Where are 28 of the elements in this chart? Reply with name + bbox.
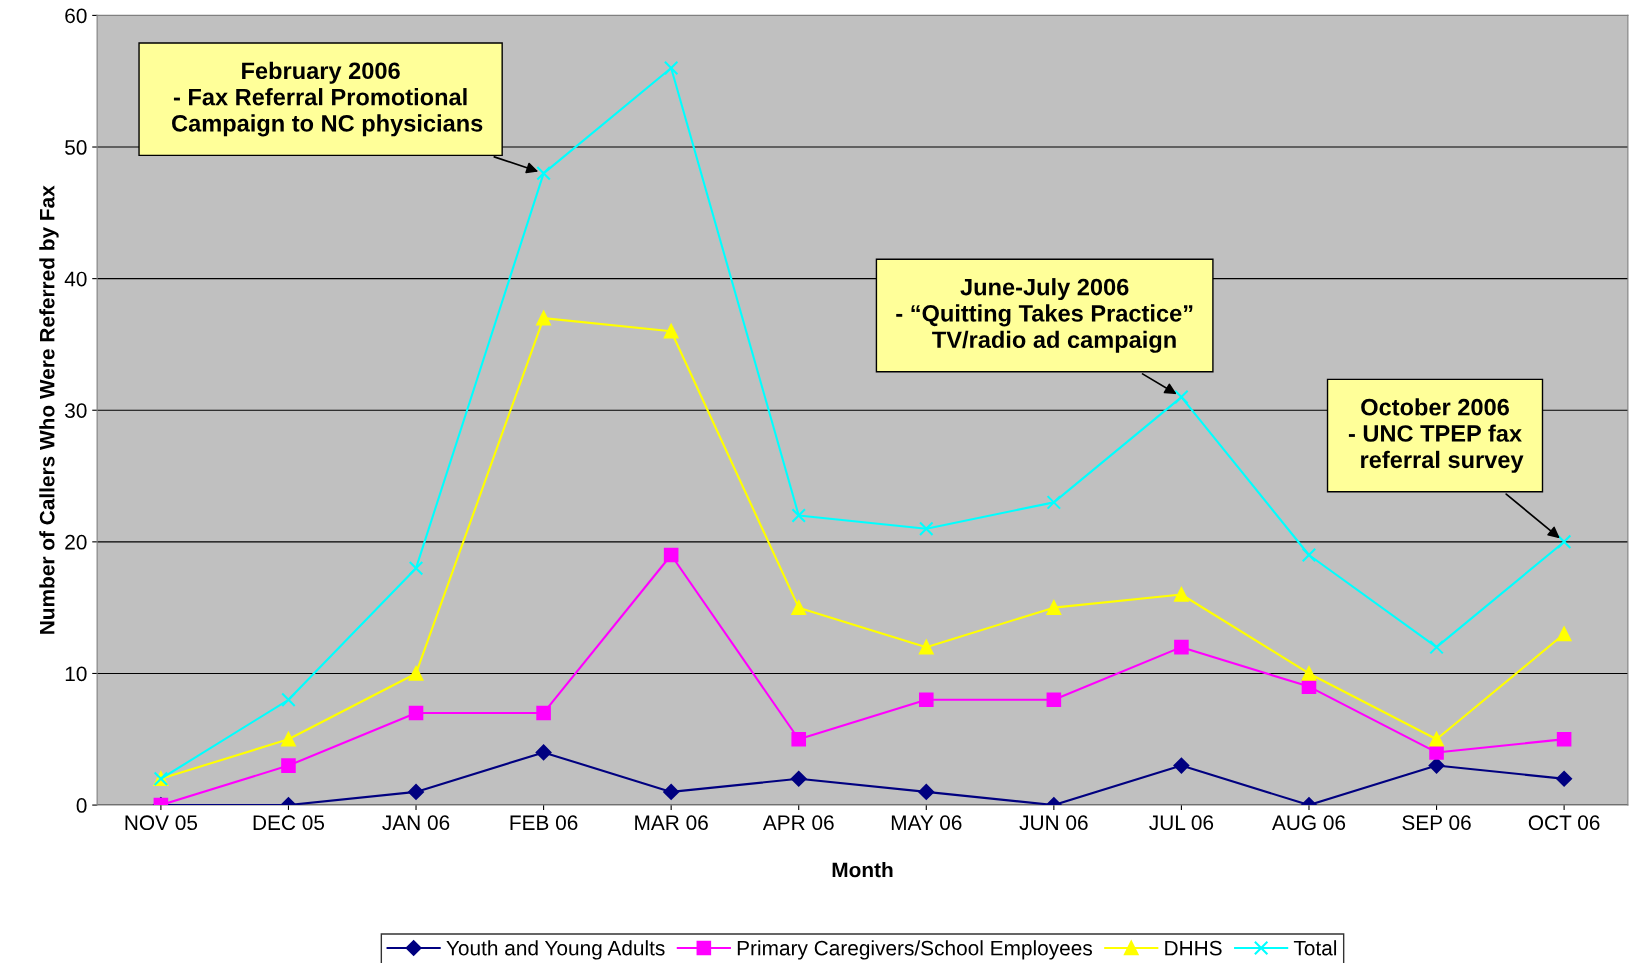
y-tick-label: 40 (64, 271, 87, 287)
y-tick-label: 10 (65, 666, 87, 682)
x-tick-label: SEP 06 (1402, 815, 1471, 831)
y-tick-label: 60 (65, 8, 87, 24)
annotation: February 2006 - Fax Referral Promotional Campaign to NC physicians (172, 61, 483, 137)
x-tick-label: NOV 05 (125, 815, 198, 831)
x-tick-label: JAN 06 (382, 815, 450, 831)
x-tick-label: JUL 06 (1149, 815, 1214, 831)
annotation: June-July 2006 - “Quitting Takes Practice” TV/radio ad campaign (896, 278, 1193, 353)
x-tick-label: AUG 06 (1271, 815, 1346, 831)
x-axis-title: Month (832, 861, 893, 878)
y-tick-label: 50 (65, 140, 87, 155)
x-tick-label: JUN 06 (1019, 815, 1088, 831)
annotation: October 2006 - UNC TPEP fax referral survey (1348, 398, 1524, 473)
legend-label: Total (1293, 940, 1337, 956)
x-tick-label: OCT 06 (1528, 815, 1600, 831)
legend-label: Primary Caregivers/School Employees (737, 940, 1092, 960)
x-tick-label: DEC 05 (253, 815, 325, 831)
x-tick-label: FEB 06 (510, 815, 578, 831)
y-tick-label: 0 (76, 798, 87, 813)
y-tick-label: 20 (65, 534, 87, 550)
x-tick-label: MAY 06 (891, 815, 962, 831)
legend-label: Youth and Young Adults (446, 940, 665, 960)
y-axis-title: Number of Callers Who Were Referred by Fax (39, 185, 59, 634)
legend-label: DHHS (1165, 940, 1222, 956)
x-tick-label: MAR 06 (635, 815, 708, 831)
y-tick-label: 30 (65, 403, 87, 418)
x-tick-label: APR 06 (762, 815, 834, 831)
